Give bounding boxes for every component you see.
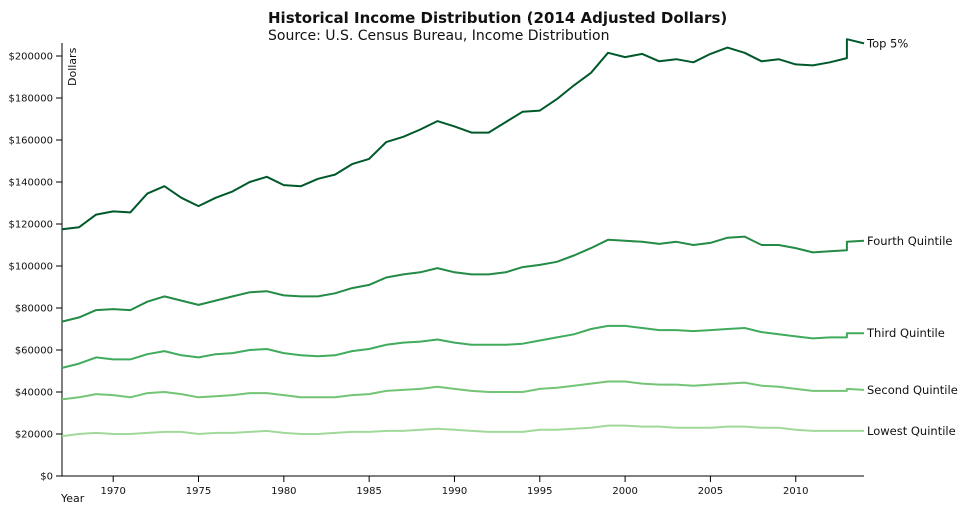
y-tick-label: $200000 [8, 52, 53, 63]
series-label: Second Quintile [867, 383, 958, 397]
y-tick-label: $0 [40, 472, 53, 483]
x-axis-label: Year [60, 492, 85, 505]
series-line-top-5- [61, 38, 865, 231]
x-tick-label: 1990 [442, 486, 467, 497]
series-line-lowest-quintile [61, 424, 864, 438]
y-tick-label: $140000 [8, 178, 53, 189]
x-tick-label: 1970 [100, 486, 125, 497]
chart-title: Historical Income Distribution (2014 Adj… [268, 9, 728, 27]
series-line-third-quintile [61, 324, 864, 369]
y-tick-label: $160000 [8, 136, 53, 147]
x-tick-label: 1985 [356, 486, 381, 497]
x-tick-label: 2010 [783, 486, 808, 497]
series-label: Lowest Quintile [867, 424, 956, 438]
x-tick-label: 1995 [527, 486, 552, 497]
chart-subtitle: Source: U.S. Census Bureau, Income Distr… [268, 28, 610, 44]
y-tick-label: $60000 [15, 346, 53, 357]
series-label: Third Quintile [866, 326, 945, 340]
series-line-second-quintile [61, 380, 865, 401]
series-label: Fourth Quintile [867, 234, 953, 248]
x-tick-label: 2000 [612, 486, 637, 497]
x-tick-label: 1975 [186, 486, 211, 497]
y-tick-label: $180000 [8, 94, 53, 105]
series-line-fourth-quintile [61, 235, 865, 323]
y-tick-label: $20000 [15, 430, 53, 441]
y-axis-label: Dollars [66, 47, 79, 86]
y-tick-label: $120000 [8, 220, 53, 231]
y-tick-label: $100000 [8, 262, 53, 273]
x-tick-label: 1980 [271, 486, 296, 497]
series-label: Top 5% [866, 36, 908, 50]
y-tick-label: $80000 [15, 304, 53, 315]
y-tick-label: $40000 [15, 388, 53, 399]
x-tick-label: 2005 [698, 486, 723, 497]
